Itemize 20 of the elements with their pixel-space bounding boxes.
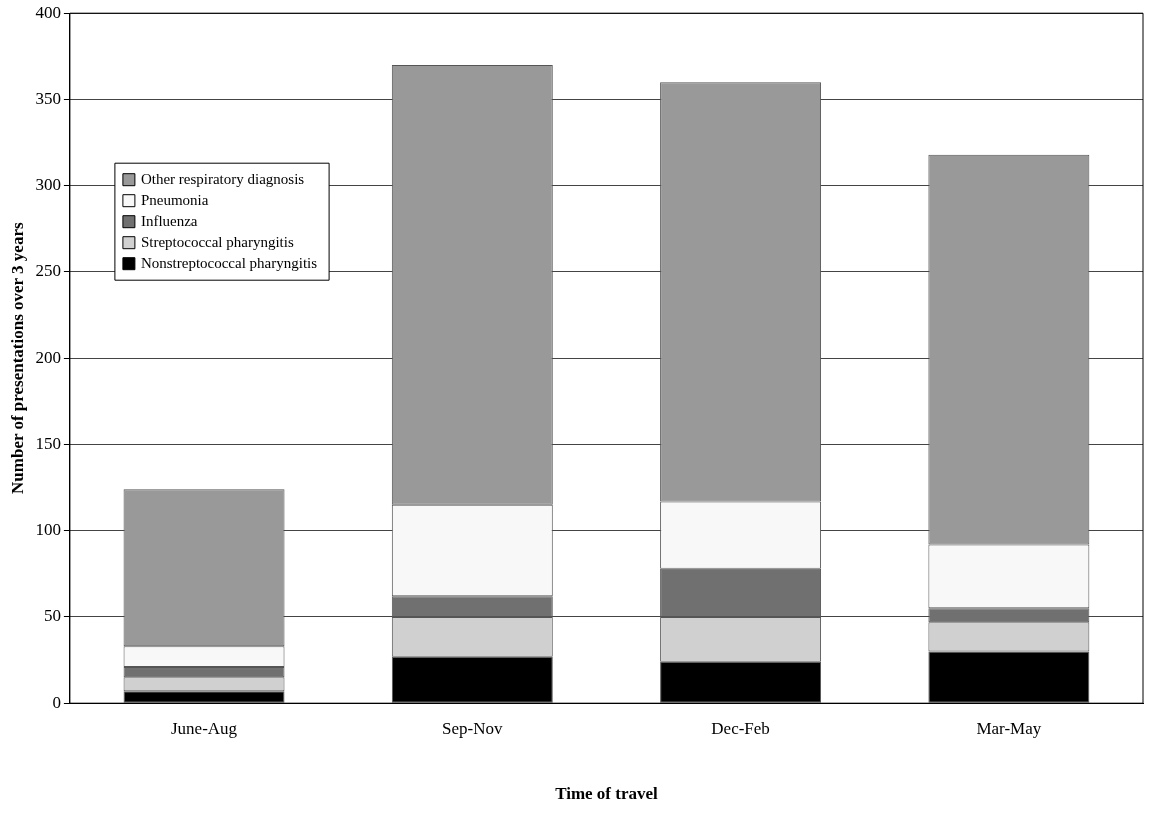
y-tick-label: 200 — [35, 347, 61, 367]
x-tick-label: Sep-Nov — [442, 718, 504, 738]
x-tick-label: Mar-May — [976, 718, 1042, 738]
x-tick-label: June-Aug — [170, 718, 238, 738]
legend-label: Streptococcal pharyngitis — [140, 233, 294, 250]
x-axis-title: Time of travel — [555, 784, 659, 804]
y-tick-label: 300 — [35, 175, 61, 195]
y-tick-label: 350 — [35, 88, 61, 108]
y-tick-label: 100 — [35, 520, 61, 540]
y-tick-label: 400 — [35, 2, 61, 22]
x-tick-label: Dec-Feb — [711, 718, 770, 738]
legend-label: Nonstreptococcal pharyngitis — [140, 254, 318, 271]
legend-label: Other respiratory diagnosis — [140, 170, 305, 187]
y-tick-label: 50 — [43, 606, 61, 626]
legend-label: Influenza — [140, 212, 198, 229]
y-axis-title: Number of presentations over 3 years — [7, 222, 27, 494]
legend-label: Pneumonia — [140, 191, 209, 208]
y-tick-label: 250 — [35, 261, 61, 281]
y-tick-label: 150 — [35, 433, 61, 453]
y-tick-label: 0 — [52, 692, 61, 712]
